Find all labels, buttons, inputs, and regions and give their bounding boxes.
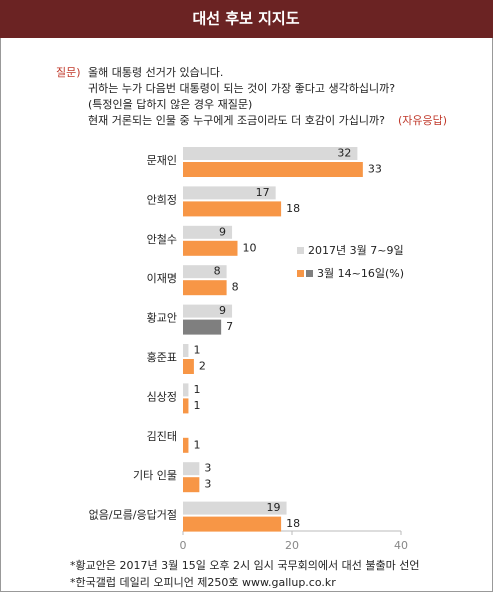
bar (183, 319, 222, 335)
value-label: 19 (267, 501, 281, 514)
bar (183, 147, 358, 160)
bar (183, 225, 233, 239)
value-label: 9 (219, 225, 226, 238)
x-tick-label: 0 (180, 539, 187, 552)
legend-swatch (306, 270, 313, 277)
y-tick-label: 문재인 (147, 154, 177, 167)
x-tick-label: 20 (285, 539, 299, 552)
bar (183, 501, 287, 515)
value-label: 7 (226, 320, 233, 333)
bar (183, 304, 233, 318)
question-line: (특정인을 답하지 않은 경우 재질문) (88, 97, 252, 111)
legend-label: 3월 14~16일(%) (317, 266, 404, 280)
y-tick-label: 안철수 (147, 233, 177, 246)
value-label: 10 (243, 241, 257, 254)
legend-swatch (297, 247, 304, 254)
value-label: 1 (193, 399, 200, 412)
y-tick-label: 없음/모름/응답거절 (89, 509, 177, 522)
bar (183, 240, 238, 256)
value-label: 32 (337, 147, 351, 160)
value-label: 8 (214, 265, 221, 278)
y-tick-label: 심상정 (147, 390, 177, 403)
bar (183, 383, 189, 397)
y-tick-label: 이재명 (147, 272, 177, 285)
value-label: 1 (193, 438, 200, 451)
value-label: 1 (193, 383, 200, 396)
value-label: 2 (199, 360, 206, 373)
value-label: 18 (286, 517, 300, 530)
question-note: (자유응답) (398, 114, 447, 127)
x-tick-label: 40 (394, 539, 408, 552)
value-label: 18 (286, 202, 300, 215)
header-band (0, 0, 493, 38)
bar (183, 280, 227, 296)
question-line: 올해 대통령 선거가 있습니다. (88, 65, 223, 79)
y-tick-label: 김진태 (147, 430, 177, 443)
bar (183, 359, 194, 374)
value-label: 1 (193, 344, 200, 357)
bar (183, 344, 189, 357)
bar (183, 398, 189, 414)
bar (183, 265, 227, 279)
bar (183, 437, 189, 453)
value-label: 9 (219, 304, 226, 317)
value-label: 17 (256, 186, 270, 199)
value-label: 3 (204, 462, 211, 475)
question-label: 질문) (56, 66, 81, 79)
value-label: 33 (368, 163, 382, 176)
legend-swatch (297, 270, 304, 277)
y-tick-label: 황교안 (147, 312, 177, 325)
bar (183, 477, 200, 493)
bar (183, 186, 276, 200)
bar (183, 162, 363, 177)
footnote: *황교안은 2017년 3월 15일 오후 2시 임시 국무회의에서 대선 불출… (70, 558, 419, 572)
title: 대선 후보 지지도 (192, 10, 299, 28)
legend-label: 2017년 3월 7~9일 (308, 243, 404, 257)
question-line: 현재 거론되는 인물 중 누구에게 조금이라도 더 호감이 가십니까? (88, 114, 385, 127)
value-label: 8 (232, 281, 239, 294)
bar (183, 516, 282, 532)
question-line: 귀하는 누가 다음번 대통령이 되는 것이 가장 좋다고 생각하십니까? (88, 81, 395, 95)
footnote: *한국갤럽 데일리 오피니언 제250호 www.gallup.co.kr (70, 575, 336, 589)
y-tick-label: 안희정 (147, 193, 177, 206)
y-tick-label: 기타 인물 (133, 469, 177, 482)
bar (183, 201, 282, 217)
bar (183, 462, 200, 476)
y-tick-label: 홍준표 (147, 350, 177, 364)
value-label: 3 (204, 478, 211, 491)
